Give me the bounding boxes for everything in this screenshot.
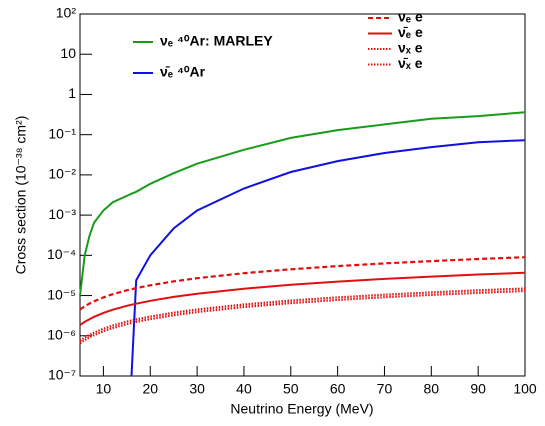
x-axis-label: Neutrino Energy (MeV) — [230, 401, 373, 417]
series-line — [79, 289, 526, 345]
x-tick-label: 40 — [236, 381, 252, 397]
y-axis-label: Cross section (10⁻³⁸ cm²) — [13, 116, 29, 275]
x-tick-label: 30 — [189, 381, 205, 397]
x-tick-label: 20 — [142, 381, 158, 397]
y-tick-label: 10⁻¹ — [48, 125, 76, 141]
x-tick-label: 60 — [330, 381, 346, 397]
legend-label: νₑ e — [398, 9, 423, 25]
series-line — [79, 111, 526, 296]
legend-label: ν̄ₑ ⁴⁰Ar — [160, 64, 206, 80]
series-line — [79, 271, 526, 326]
x-tick-label: 70 — [377, 381, 393, 397]
y-tick-label: 10⁻⁶ — [47, 326, 76, 342]
y-tick-label: 10² — [56, 5, 77, 21]
x-tick-label: 10 — [96, 381, 112, 397]
y-tick-label: 10⁻² — [48, 166, 76, 182]
y-tick-label: 10⁻³ — [48, 206, 76, 222]
legend-label: ν̄ₑ e — [398, 24, 423, 40]
x-tick-label: 100 — [513, 381, 537, 397]
x-tick-label: 50 — [283, 381, 299, 397]
y-tick-label: 10 — [60, 45, 76, 61]
x-tick-label: 80 — [424, 381, 440, 397]
series-line — [79, 256, 526, 311]
plot-frame — [79, 13, 526, 377]
legend-label: νₑ ⁴⁰Ar: MARLEY — [160, 33, 273, 49]
x-tick-label: 90 — [470, 381, 486, 397]
y-tick-label: 10⁻⁴ — [47, 246, 76, 262]
y-tick-label: 1 — [68, 85, 76, 101]
y-tick-label: 10⁻⁷ — [48, 367, 76, 383]
series-line — [79, 287, 526, 342]
legend-label: νₓ e — [398, 40, 423, 56]
legend-label: ν̄ₓ e — [398, 55, 423, 71]
series-line — [130, 139, 526, 377]
y-tick-label: 10⁻⁵ — [47, 286, 76, 302]
